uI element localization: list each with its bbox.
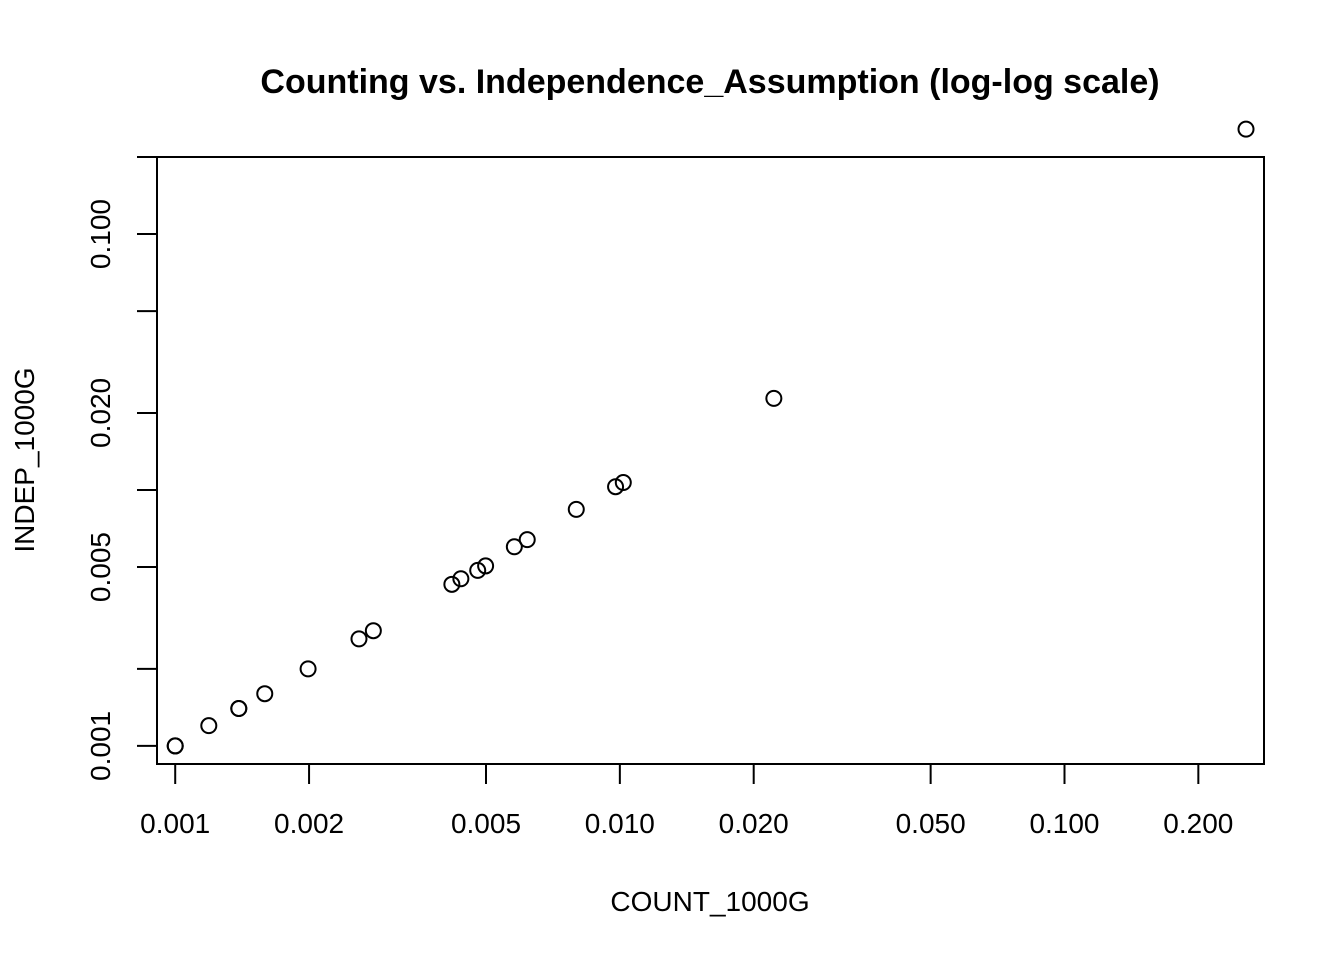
x-tick-label: 0.200: [1163, 808, 1233, 839]
y-tick-label: 0.020: [85, 378, 116, 448]
x-axis-label: COUNT_1000G: [610, 886, 809, 917]
x-tick-label: 0.001: [140, 808, 210, 839]
data-point: [256, 685, 274, 703]
data-point: [477, 557, 495, 575]
y-tick-label: 0.005: [85, 532, 116, 602]
y-tick-label: 0.100: [85, 199, 116, 269]
y-tick-label: 0.001: [85, 711, 116, 781]
x-tick-label: 0.100: [1029, 808, 1099, 839]
data-point: [230, 700, 248, 718]
chart-title: Counting vs. Independence_Assumption (lo…: [260, 63, 1159, 101]
x-tick-label: 0.010: [585, 808, 655, 839]
data-point: [518, 531, 536, 549]
data-points: [166, 120, 1255, 755]
data-point: [567, 500, 585, 518]
data-point: [166, 737, 184, 755]
x-tick-label: 0.002: [274, 808, 344, 839]
x-tick-label: 0.020: [719, 808, 789, 839]
data-point: [614, 473, 632, 491]
x-axis: 0.001 0.002 0.005 0.010 0.020 0.050 0.100 0.200: [140, 763, 1233, 839]
x-tick-label: 0.005: [451, 808, 521, 839]
y-axis-label: INDEP_1000G: [9, 367, 40, 552]
plot-frame: [156, 156, 1265, 765]
data-point: [1237, 120, 1255, 138]
data-point: [452, 570, 470, 588]
data-point: [299, 660, 317, 678]
data-point: [350, 630, 368, 648]
data-point: [443, 575, 461, 593]
data-point: [765, 389, 783, 407]
data-point: [505, 538, 523, 556]
data-point: [364, 622, 382, 640]
y-axis: 0.001 0.005 0.020 0.100: [85, 156, 158, 781]
x-tick-label: 0.050: [896, 808, 966, 839]
data-point: [200, 717, 218, 735]
